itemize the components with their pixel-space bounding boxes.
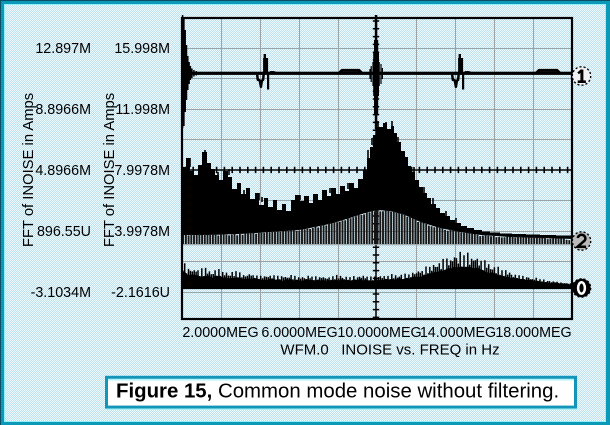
svg-text:14.000MEG: 14.000MEG [420,325,496,341]
svg-text:10.0000MEG: 10.0000MEG [337,325,421,341]
svg-text:6.0000MEG: 6.0000MEG [261,325,337,341]
svg-text:3.9978M: 3.9978M [114,224,170,240]
svg-text:2.0000MEG: 2.0000MEG [182,325,258,341]
svg-text:-2.1616U: -2.1616U [111,285,170,301]
svg-text:-3.1034M: -3.1034M [31,285,91,301]
svg-text:12.897M: 12.897M [35,41,91,57]
svg-text:FFT of INOISE in Amps: FFT of INOISE in Amps [21,93,37,247]
svg-text:4.8966M: 4.8966M [35,163,91,179]
svg-text:8.8966M: 8.8966M [35,102,91,118]
svg-text:896.55U: 896.55U [37,224,91,240]
svg-text:7.9978M: 7.9978M [114,163,170,179]
svg-text:FFT of INOISE in Amps: FFT of INOISE in Amps [102,93,118,247]
svg-text:15.998M: 15.998M [114,41,170,57]
svg-text:18.000MEG: 18.000MEG [495,325,571,341]
svg-text:WFM.0 INOISE vs. FREQ in Hz: WFM.0 INOISE vs. FREQ in Hz [280,342,499,359]
svg-text:11.998M: 11.998M [115,102,170,118]
svg-text:Figure 15, Common mode noise w: Figure 15, Common mode noise without fil… [116,381,559,403]
